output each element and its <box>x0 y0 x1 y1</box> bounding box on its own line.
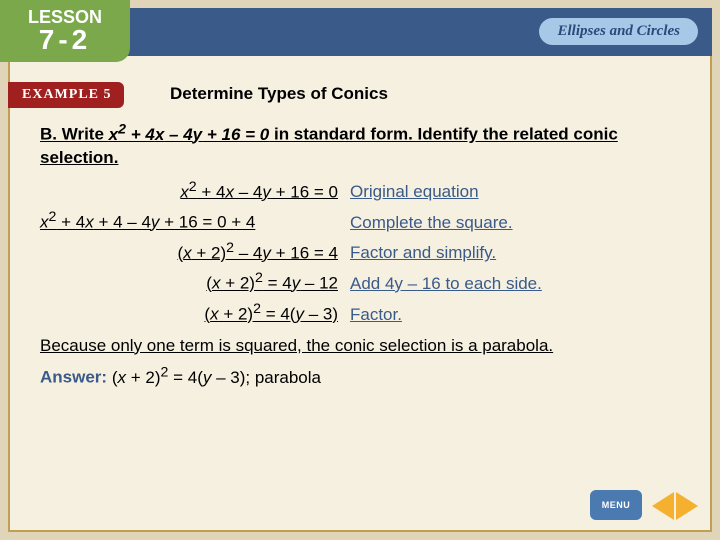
step-reason: Factor and simplify. <box>350 242 496 265</box>
lesson-number: 7-2 <box>39 26 91 54</box>
step-reason: Add 4y – 16 to each side. <box>350 273 542 296</box>
answer-label: Answer: <box>40 368 107 387</box>
prev-arrow-icon[interactable] <box>652 492 674 520</box>
step-equation: (x + 2)2 = 4y – 12 <box>40 269 350 296</box>
next-arrow-icon[interactable] <box>676 492 698 520</box>
step-row: x2 + 4x + 4 – 4y + 16 = 0 + 4 Complete t… <box>40 208 680 235</box>
step-row: x2 + 4x – 4y + 16 = 0 Original equation <box>40 178 680 205</box>
step-equation: (x + 2)2 = 4(y – 3) <box>40 300 350 327</box>
lesson-tab: LESSON 7-2 <box>0 0 130 62</box>
prompt-equation: x2 + 4x – 4y + 16 = 0 <box>109 125 270 144</box>
step-row: (x + 2)2 = 4(y – 3) Factor. <box>40 300 680 327</box>
solution-steps: x2 + 4x – 4y + 16 = 0 Original equation … <box>40 178 680 327</box>
step-equation: x2 + 4x + 4 – 4y + 16 = 0 + 4 <box>40 208 350 235</box>
section-title: Determine Types of Conics <box>170 84 388 104</box>
step-equation: x2 + 4x – 4y + 16 = 0 <box>40 178 350 205</box>
conclusion-text: Because only one term is squared, the co… <box>40 335 680 358</box>
step-reason: Complete the square. <box>350 212 513 235</box>
menu-button[interactable]: MENU <box>590 490 642 520</box>
prompt-prefix: B. Write <box>40 125 109 144</box>
step-row: (x + 2)2 – 4y + 16 = 4 Factor and simpli… <box>40 239 680 266</box>
answer-row: Answer: (x + 2)2 = 4(y – 3); parabola <box>40 363 680 390</box>
step-reason: Factor. <box>350 304 402 327</box>
nav-arrows <box>652 492 698 520</box>
step-row: (x + 2)2 = 4y – 12 Add 4y – 16 to each s… <box>40 269 680 296</box>
problem-statement: B. Write x2 + 4x – 4y + 16 = 0 in standa… <box>40 120 680 170</box>
answer-text: (x + 2)2 = 4(y – 3); parabola <box>112 368 321 387</box>
slide-panel: LESSON 7-2 Ellipses and Circles EXAMPLE … <box>8 8 712 532</box>
topic-pill: Ellipses and Circles <box>539 18 698 45</box>
step-reason: Original equation <box>350 181 479 204</box>
example-badge: EXAMPLE 5 <box>8 82 124 108</box>
step-equation: (x + 2)2 – 4y + 16 = 4 <box>40 239 350 266</box>
content-area: B. Write x2 + 4x – 4y + 16 = 0 in standa… <box>40 120 680 390</box>
